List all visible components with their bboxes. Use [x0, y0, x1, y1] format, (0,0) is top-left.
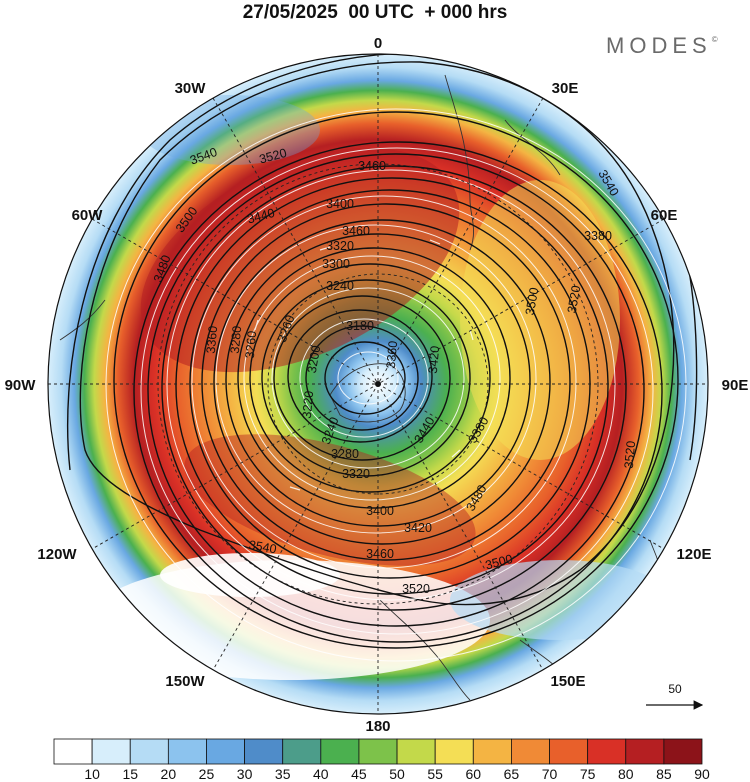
lon-label-0: 0 — [374, 35, 382, 52]
contour-label: 3520 — [622, 440, 638, 469]
contour-label: 3500 — [523, 286, 542, 316]
longitude-labels: 0 30E 60E 90E 120E 150E 180 150W 120W 90… — [5, 35, 749, 735]
colorbar-tick-label: 65 — [504, 766, 520, 782]
colorbar-tick-label: 85 — [656, 766, 672, 782]
contour-label: 3280 — [228, 325, 244, 354]
colorbar-tick-label: 15 — [122, 766, 138, 782]
colorbar-tick-label: 45 — [351, 766, 367, 782]
lon-label-60e: 60E — [651, 207, 678, 224]
map-boundary — [47, 53, 709, 715]
colorbar-tick-label: 90 — [694, 766, 710, 782]
lon-label-30e: 30E — [552, 80, 579, 97]
streamlines — [105, 108, 687, 662]
contour-label: 3400 — [366, 504, 394, 518]
contour-label: 3240 — [326, 279, 354, 293]
contour-label: 3360 — [204, 325, 220, 354]
colorbar-tick-label: 30 — [237, 766, 253, 782]
colorbar-tick-label: 75 — [580, 766, 596, 782]
colorbar-swatch — [472, 738, 512, 765]
colorbar-swatch — [53, 738, 93, 765]
lon-label-30w: 30W — [175, 80, 207, 97]
colorbar-swatch — [167, 738, 207, 765]
contour-label: 3520 — [402, 582, 430, 596]
brand-logo: MODES© — [606, 33, 718, 59]
colorbar-swatch — [511, 738, 550, 765]
vector-reference-value: 50 — [668, 682, 682, 696]
contour-label: 3320 — [342, 467, 370, 481]
colorbar-tick-label: 50 — [389, 766, 405, 782]
vector-reference: 50 — [646, 682, 704, 710]
colorbar-swatch — [434, 738, 474, 765]
colorbar-tick-label: 10 — [84, 766, 100, 782]
contour-label: 3280 — [331, 447, 359, 461]
contour-label: 3360 — [384, 340, 400, 369]
contour-label: 3460 — [358, 159, 386, 173]
contour-label: 3420 — [426, 345, 442, 374]
colorbar-swatch — [206, 738, 245, 765]
colorbar-swatch — [91, 738, 131, 765]
colorbar-swatch — [625, 738, 665, 765]
colorbar-tick-label: 80 — [618, 766, 634, 782]
colorbar-tick-label: 70 — [542, 766, 558, 782]
colorbar-swatch — [587, 738, 627, 765]
colorbar-swatch — [282, 738, 322, 765]
contour-label: 3320 — [326, 239, 354, 253]
colorbar-swatch — [129, 738, 169, 765]
map-title: 27/05/2025 00 UTC + 000 hrs — [242, 2, 508, 23]
lon-label-180: 180 — [365, 718, 390, 735]
colorbar-tick-label: 25 — [199, 766, 215, 782]
contour-label: 3300 — [322, 257, 350, 271]
contour-label: 3460 — [342, 224, 370, 238]
contour-label: 3520 — [565, 284, 584, 314]
colorbar-tick-label: 55 — [427, 766, 443, 782]
contour-label: 3440 — [246, 206, 277, 227]
contour-label: 3380 — [584, 229, 612, 243]
contour-label: 3220 — [300, 390, 316, 419]
contour-label: 3400 — [326, 197, 354, 211]
lon-label-90w: 90W — [5, 377, 37, 394]
colorbar-swatch — [358, 738, 398, 765]
contour-label: 3460 — [366, 547, 394, 561]
contour-label: 3420 — [404, 521, 432, 535]
colorbar-tick-label: 20 — [161, 766, 177, 782]
lon-label-90e: 90E — [722, 377, 749, 394]
brand-wordmark: MODES — [606, 33, 712, 58]
lon-label-150w: 150W — [165, 673, 205, 690]
contour-label: 3540 — [248, 538, 278, 557]
copyright-mark: © — [711, 35, 718, 44]
colorbar-swatch — [663, 738, 703, 765]
contour-label: 3200 — [305, 344, 324, 374]
contour-label: 3180 — [346, 319, 374, 333]
lon-label-120e: 120E — [676, 546, 711, 563]
colorbar-tick-label: 35 — [275, 766, 291, 782]
height-contours — [66, 54, 698, 649]
colorbar-swatch — [549, 738, 589, 765]
lon-label-60w: 60W — [72, 207, 104, 224]
colorbar-swatch — [244, 738, 284, 765]
colorbar-tick-label: 60 — [466, 766, 482, 782]
colorbar: 10 15 20 25 30 35 40 45 50 55 60 65 70 75 80 85 90 — [53, 738, 710, 782]
colorbar-swatch — [320, 738, 360, 765]
lon-label-120w: 120W — [37, 546, 77, 563]
contour-label: 3520 — [258, 146, 289, 167]
contour-label: 3260 — [243, 330, 259, 359]
contour-label: 3500 — [484, 552, 515, 573]
colorbar-swatch — [396, 738, 436, 765]
pole-marker — [375, 381, 381, 387]
colorbar-tick-label: 40 — [313, 766, 329, 782]
lon-label-150e: 150E — [550, 673, 585, 690]
